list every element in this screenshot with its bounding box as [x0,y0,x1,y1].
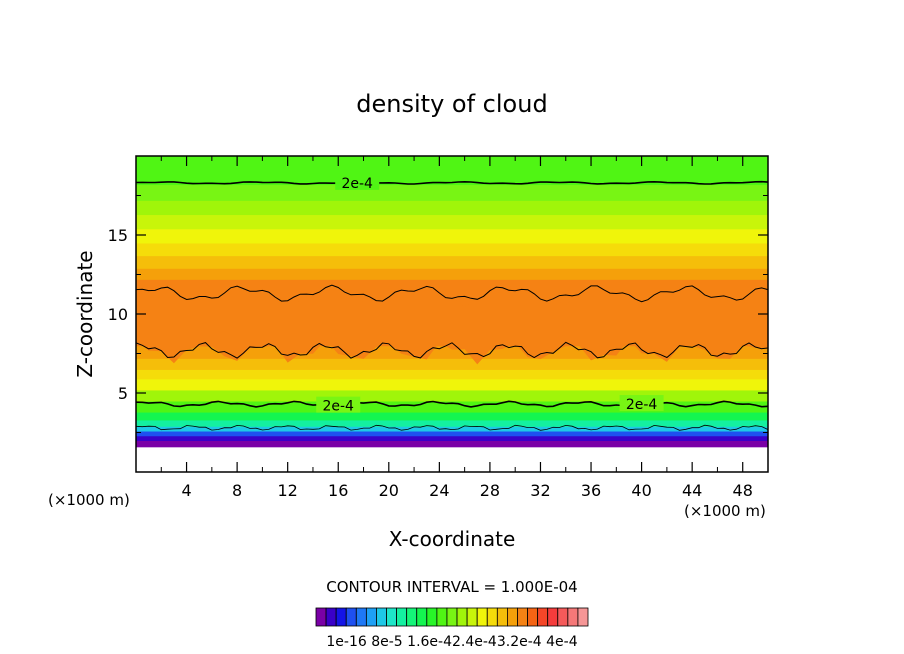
x-tick-label: 36 [581,481,601,500]
density-core-region [136,282,768,365]
colorbar-swatch [446,607,458,627]
colorbar-swatch [335,607,347,627]
colorbar-swatch [486,607,498,627]
x-tick-label: 20 [379,481,399,500]
colorbar-swatch [567,607,579,627]
density-band [136,200,768,216]
colorbar-tick-labels: 1e-16 8e-5 1.6e-42.4e-43.2e-4 4e-4 [326,634,577,650]
x-tick-label: 48 [733,481,753,500]
x-axis-label: X-coordinate [389,527,516,551]
density-band [136,279,768,293]
y-tick-label: 15 [108,226,128,245]
x-unit-label-right: (×1000 m) [684,502,766,520]
contour-label: 2e-4 [341,176,373,192]
colorbar-swatch [325,607,337,627]
colorbar-swatch [476,607,488,627]
colorbar [315,607,589,627]
contour-label-bg [619,395,664,412]
colorbar-swatch [345,607,357,627]
colorbar-swatch [386,607,397,627]
density-band [136,214,768,230]
density-band [136,435,768,441]
colorbar-swatch [436,607,448,627]
x-tick-label: 40 [631,481,651,500]
x-unit-label-left: (×1000 m) [48,491,130,509]
colorbar-swatch [537,607,549,627]
density-band [136,411,768,421]
colorbar-swatch [426,607,438,627]
density-field [136,156,768,448]
colorbar-swatch [496,607,508,627]
contour-label: 2e-4 [322,399,354,415]
contour-label: 2e-4 [626,397,658,413]
colorbar-swatch [416,607,428,627]
contour-interval-text: CONTOUR INTERVAL = 1.000E-04 [326,578,577,596]
colorbar-swatch [577,607,589,627]
contour-line-core-top [136,284,768,303]
colorbar-swatch [466,607,478,627]
density-band [136,426,768,432]
x-tick-label: 12 [278,481,298,500]
contour-line-core-bottom [136,341,768,359]
colorbar-swatch [557,607,569,627]
x-tick-label: 28 [480,481,500,500]
density-band [136,228,768,244]
colorbar-swatch [396,607,408,627]
contour-label-bg [335,173,380,190]
density-band [136,242,768,257]
x-tick-label: 8 [232,481,242,500]
contour-line-upper [136,180,768,185]
y-tick-label: 5 [118,384,128,403]
x-axis-ticks: 4 8 12 16 20 24 28 32 36 40 44 48 [160,156,753,500]
density-band [136,184,768,201]
x-tick-label: 16 [328,481,348,500]
density-band [136,156,768,186]
x-tick-label: 32 [530,481,550,500]
colorbar-swatch [406,607,418,627]
chart-title: density of cloud [356,90,547,118]
density-band [136,255,768,269]
density-band [136,430,768,437]
colorbar-swatch [456,607,468,627]
colorbar-swatch [507,607,518,627]
contour-lines: 2e-4 2e-4 2e-4 [136,173,768,431]
density-band [136,419,768,427]
y-axis-label: Z-coordinate [73,250,97,377]
colorbar-swatch [547,607,559,627]
density-band [136,389,768,402]
y-tick-label: 10 [108,305,128,324]
y-axis-ticks: 5 10 15 [108,195,768,433]
colorbar-swatch [315,607,327,627]
colorbar-swatch [376,607,387,627]
contour-label-bg [316,396,361,413]
x-tick-label: 24 [429,481,449,500]
x-tick-label: 4 [181,481,191,500]
colorbar-swatch [517,607,528,627]
colorbar-swatch [355,607,367,627]
colorbar-swatch [365,607,377,627]
contour-line-base [136,424,768,431]
colorbar-swatch [527,607,539,627]
density-band [136,268,768,280]
density-band [136,358,768,370]
density-band [136,400,768,413]
density-band [136,369,768,380]
x-tick-label: 44 [682,481,702,500]
density-band [136,440,768,448]
density-band [136,378,768,391]
